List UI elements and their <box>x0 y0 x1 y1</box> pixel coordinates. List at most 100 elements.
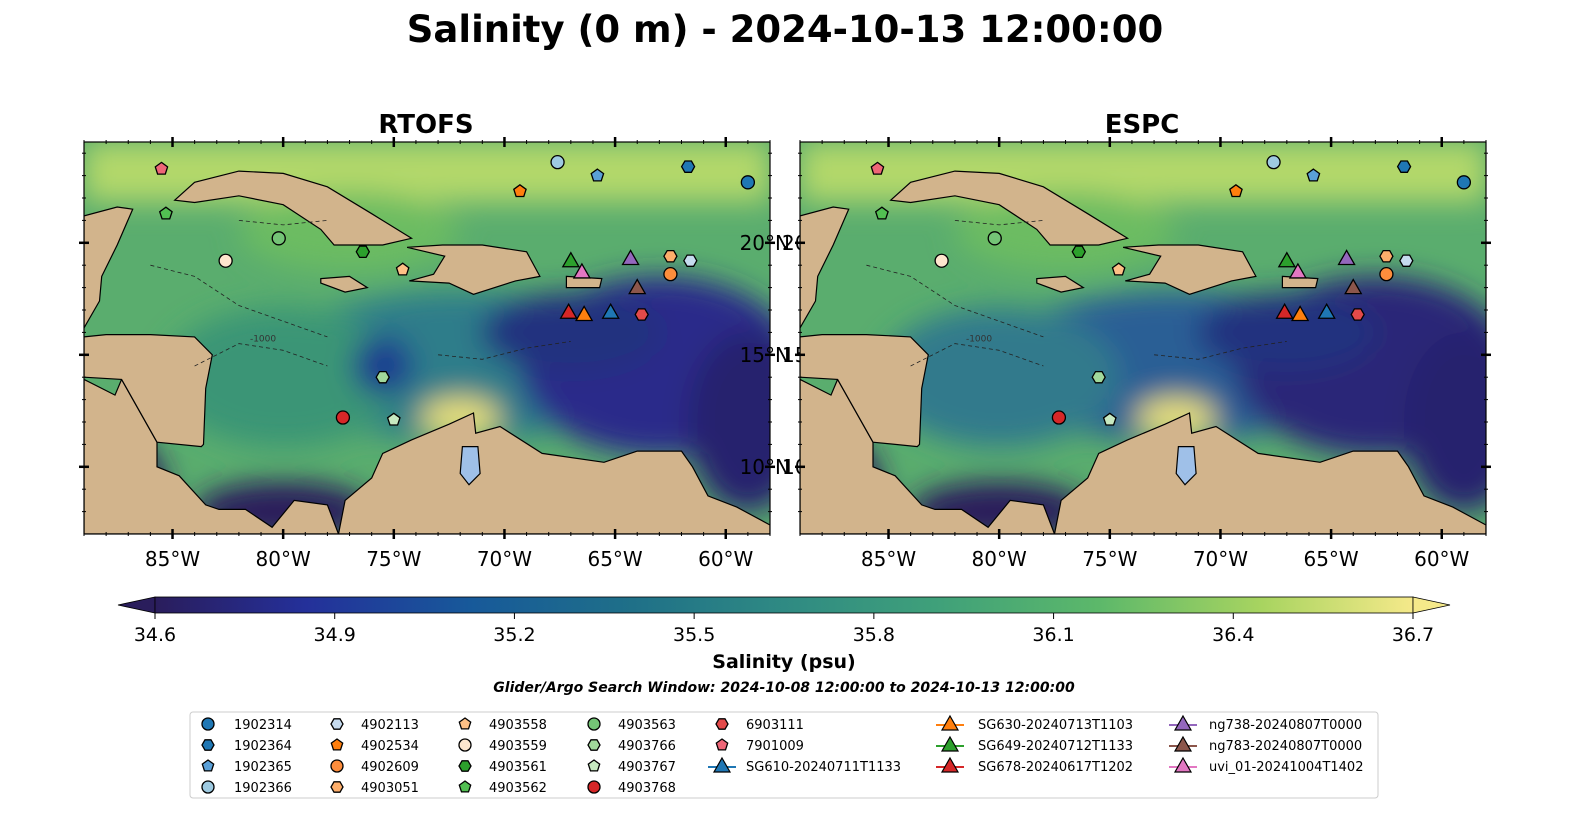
legend-item-4902609: 4902609 <box>330 759 419 775</box>
float-marker-1902366 <box>550 155 565 170</box>
legend-item-SG678-20240617T1202: SG678-20240617T1202 <box>936 756 1133 775</box>
land-southAmerica <box>337 412 770 534</box>
land-southAmerica <box>1053 412 1486 534</box>
legend-label: SG649-20240712T1133 <box>978 739 1133 754</box>
legend-marker <box>1173 735 1193 752</box>
legend-item-4902534: 4902534 <box>330 738 419 754</box>
legend-marker <box>330 738 344 751</box>
float-marker-4903563 <box>987 231 1002 246</box>
legend-marker <box>330 759 344 773</box>
legend-marker <box>330 718 344 730</box>
float-marker-4903563 <box>271 231 286 246</box>
legend-item-SG610-20240711T1133: SG610-20240711T1133 <box>708 756 901 775</box>
contour-line <box>238 220 328 226</box>
float-marker-4903562 <box>158 206 173 220</box>
legend-item-ng738-20240807T0000: ng738-20240807T0000 <box>1169 714 1362 733</box>
legend-item-4903563: 4903563 <box>587 717 676 733</box>
legend-item-6903111: 6903111 <box>715 718 804 733</box>
float-marker-4903768 <box>1051 410 1067 425</box>
depth-contours: -1000 <box>866 220 1287 367</box>
legend-marker <box>1173 714 1193 731</box>
glider-marker-ng738-20240807T0000 <box>1337 249 1356 266</box>
land <box>84 170 770 534</box>
legend-label: 4902534 <box>361 739 419 754</box>
legend-label: SG630-20240713T1103 <box>978 718 1133 733</box>
float-marker-1902364 <box>1396 160 1412 173</box>
map-panel-espc: -1000 85°W 80°W 75°W 70°W 65°W 60°W 10°N 15°N 20°… <box>740 137 1491 571</box>
legend-marker <box>458 738 472 752</box>
legend-item-4903562: 4903562 <box>458 780 547 796</box>
colorbar-tick-label: 36.4 <box>1212 624 1254 646</box>
panel-title-espc: ESPC <box>1105 110 1180 140</box>
contour-line <box>1154 341 1287 360</box>
legend-label: 6903111 <box>746 718 804 733</box>
contour-line <box>954 220 1044 226</box>
argo-floats <box>870 155 1472 426</box>
colorbar-tick-label: 34.9 <box>314 624 356 646</box>
float-marker-4903562 <box>874 206 889 220</box>
colorbar-extend-max <box>1412 596 1451 614</box>
legend-marker <box>587 759 601 772</box>
legend-item-ng783-20240807T0000: ng783-20240807T0000 <box>1169 735 1362 754</box>
float-marker-4902113 <box>1399 254 1414 267</box>
legend-item-1902364: 1902364 <box>201 739 292 754</box>
axis-ticks: 85°W 80°W 75°W 70°W 65°W 60°W 10°N 15°N 20°N <box>740 137 1491 571</box>
legend-marker <box>201 717 215 731</box>
glider-marker-SG678-20240617T1202 <box>1275 302 1294 319</box>
float-marker-4903558 <box>395 262 410 276</box>
legend-marker <box>201 759 215 772</box>
glider-marker-SG610-20240711T1133 <box>601 302 620 319</box>
lon-tick-label: 85°W <box>861 547 916 571</box>
colorbar-extend-min <box>117 596 156 614</box>
gliders <box>559 249 647 322</box>
legend-item-4903766: 4903766 <box>587 739 676 754</box>
glider-marker-SG649-20240712T1133 <box>1277 251 1296 268</box>
float-marker-4903561 <box>355 245 371 259</box>
contour-line <box>866 264 1044 338</box>
legend-label: 4902113 <box>361 718 419 733</box>
legend-label: 4903559 <box>489 739 547 754</box>
lon-tick-label: 70°W <box>1193 547 1248 571</box>
legend: 1902314 1902364 1902365 1902366 4902113 49025… <box>189 711 1379 799</box>
legend-label: 4903768 <box>618 781 676 796</box>
legend-label: 4903561 <box>489 760 547 775</box>
lake-maracaibo <box>1175 446 1197 486</box>
glider-marker-uvi_01-20241004T1402 <box>572 262 592 279</box>
legend-marker <box>1173 756 1193 773</box>
argo-floats <box>154 155 756 426</box>
legend-item-uvi_01-20241004T1402: uvi_01-20241004T1402 <box>1169 756 1363 775</box>
contour-label: -1000 <box>966 334 992 344</box>
float-marker-7901009 <box>870 161 885 175</box>
land <box>800 170 1486 534</box>
glider-marker-SG630-20240713T1103 <box>1290 305 1310 322</box>
float-marker-1902314 <box>1456 175 1472 190</box>
legend-marker <box>587 717 601 731</box>
lon-tick-label: 65°W <box>1303 547 1358 571</box>
legend-item-4903559: 4903559 <box>458 738 547 754</box>
glider-marker-SG678-20240617T1202 <box>559 302 578 319</box>
legend-label: ng738-20240807T0000 <box>1209 718 1362 733</box>
lon-tick-label: 60°W <box>1414 547 1469 571</box>
legend-item-1902314: 1902314 <box>201 717 292 733</box>
float-marker-4903766 <box>375 370 390 384</box>
glider-marker-SG610-20240711T1133 <box>1317 302 1336 319</box>
float-marker-4903766 <box>1091 370 1106 384</box>
legend-label: ng783-20240807T0000 <box>1209 739 1362 754</box>
land-jamaica <box>1036 275 1085 293</box>
legend-item-4903558: 4903558 <box>458 717 547 733</box>
legend-marker <box>201 739 215 751</box>
float-marker-4903561 <box>1071 245 1087 259</box>
lon-tick-label: 80°W <box>256 547 311 571</box>
float-marker-4903559 <box>218 253 233 268</box>
legend-label: 4903766 <box>618 739 676 754</box>
float-marker-1902314 <box>740 175 756 190</box>
colorbar-tick-label: 35.2 <box>493 624 535 646</box>
legend-label: 1902314 <box>234 718 292 733</box>
legend-label: 4903562 <box>489 781 547 796</box>
lat-tick-label: 15°N <box>740 343 790 367</box>
land-yucatan <box>84 206 134 330</box>
legend-item-7901009: 7901009 <box>715 738 804 754</box>
colorbar-tick-label: 36.7 <box>1392 624 1434 646</box>
lake-maracaibo <box>459 446 481 486</box>
